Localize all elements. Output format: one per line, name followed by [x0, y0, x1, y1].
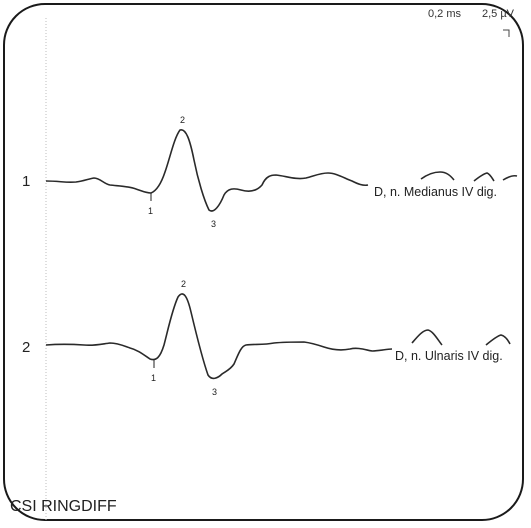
trace-1: 1 2 3 — [45, 115, 518, 229]
trace-1-marker-1: 1 — [148, 206, 153, 216]
row-number-1: 1 — [22, 173, 31, 190]
trace-2-segment-a — [411, 329, 443, 346]
trace-2-marker-1: 1 — [151, 373, 156, 383]
trace-1-segment-c — [502, 174, 518, 181]
trace-1-segment-a — [420, 171, 455, 181]
amplitude-scale-label: 2,5 µV — [482, 8, 515, 20]
row-number-2: 2 — [22, 339, 31, 356]
trace-2-segment-b — [485, 334, 511, 346]
trace-2-waveform[interactable] — [45, 293, 393, 380]
trace-2-marker-2: 2 — [181, 279, 186, 289]
trace-1-marker-3: 3 — [211, 219, 216, 229]
trace-1-segment-b — [473, 172, 495, 182]
trace-1-name: D, n. Medianus IV dig. — [373, 185, 498, 199]
trace-1-marker-2: 2 — [180, 115, 185, 125]
scale-bar-icon — [503, 29, 510, 37]
trace-2-marker-3: 3 — [212, 387, 217, 397]
trace-2: 1 2 3 — [45, 279, 511, 397]
trace-2-name: D, n. Ulnaris IV dig. — [394, 349, 504, 363]
trace-1-waveform[interactable] — [45, 129, 369, 212]
recording-frame — [3, 3, 524, 521]
protocol-title: CSI RINGDIFF — [10, 498, 117, 515]
time-scale-label: 0,2 ms — [428, 8, 462, 20]
